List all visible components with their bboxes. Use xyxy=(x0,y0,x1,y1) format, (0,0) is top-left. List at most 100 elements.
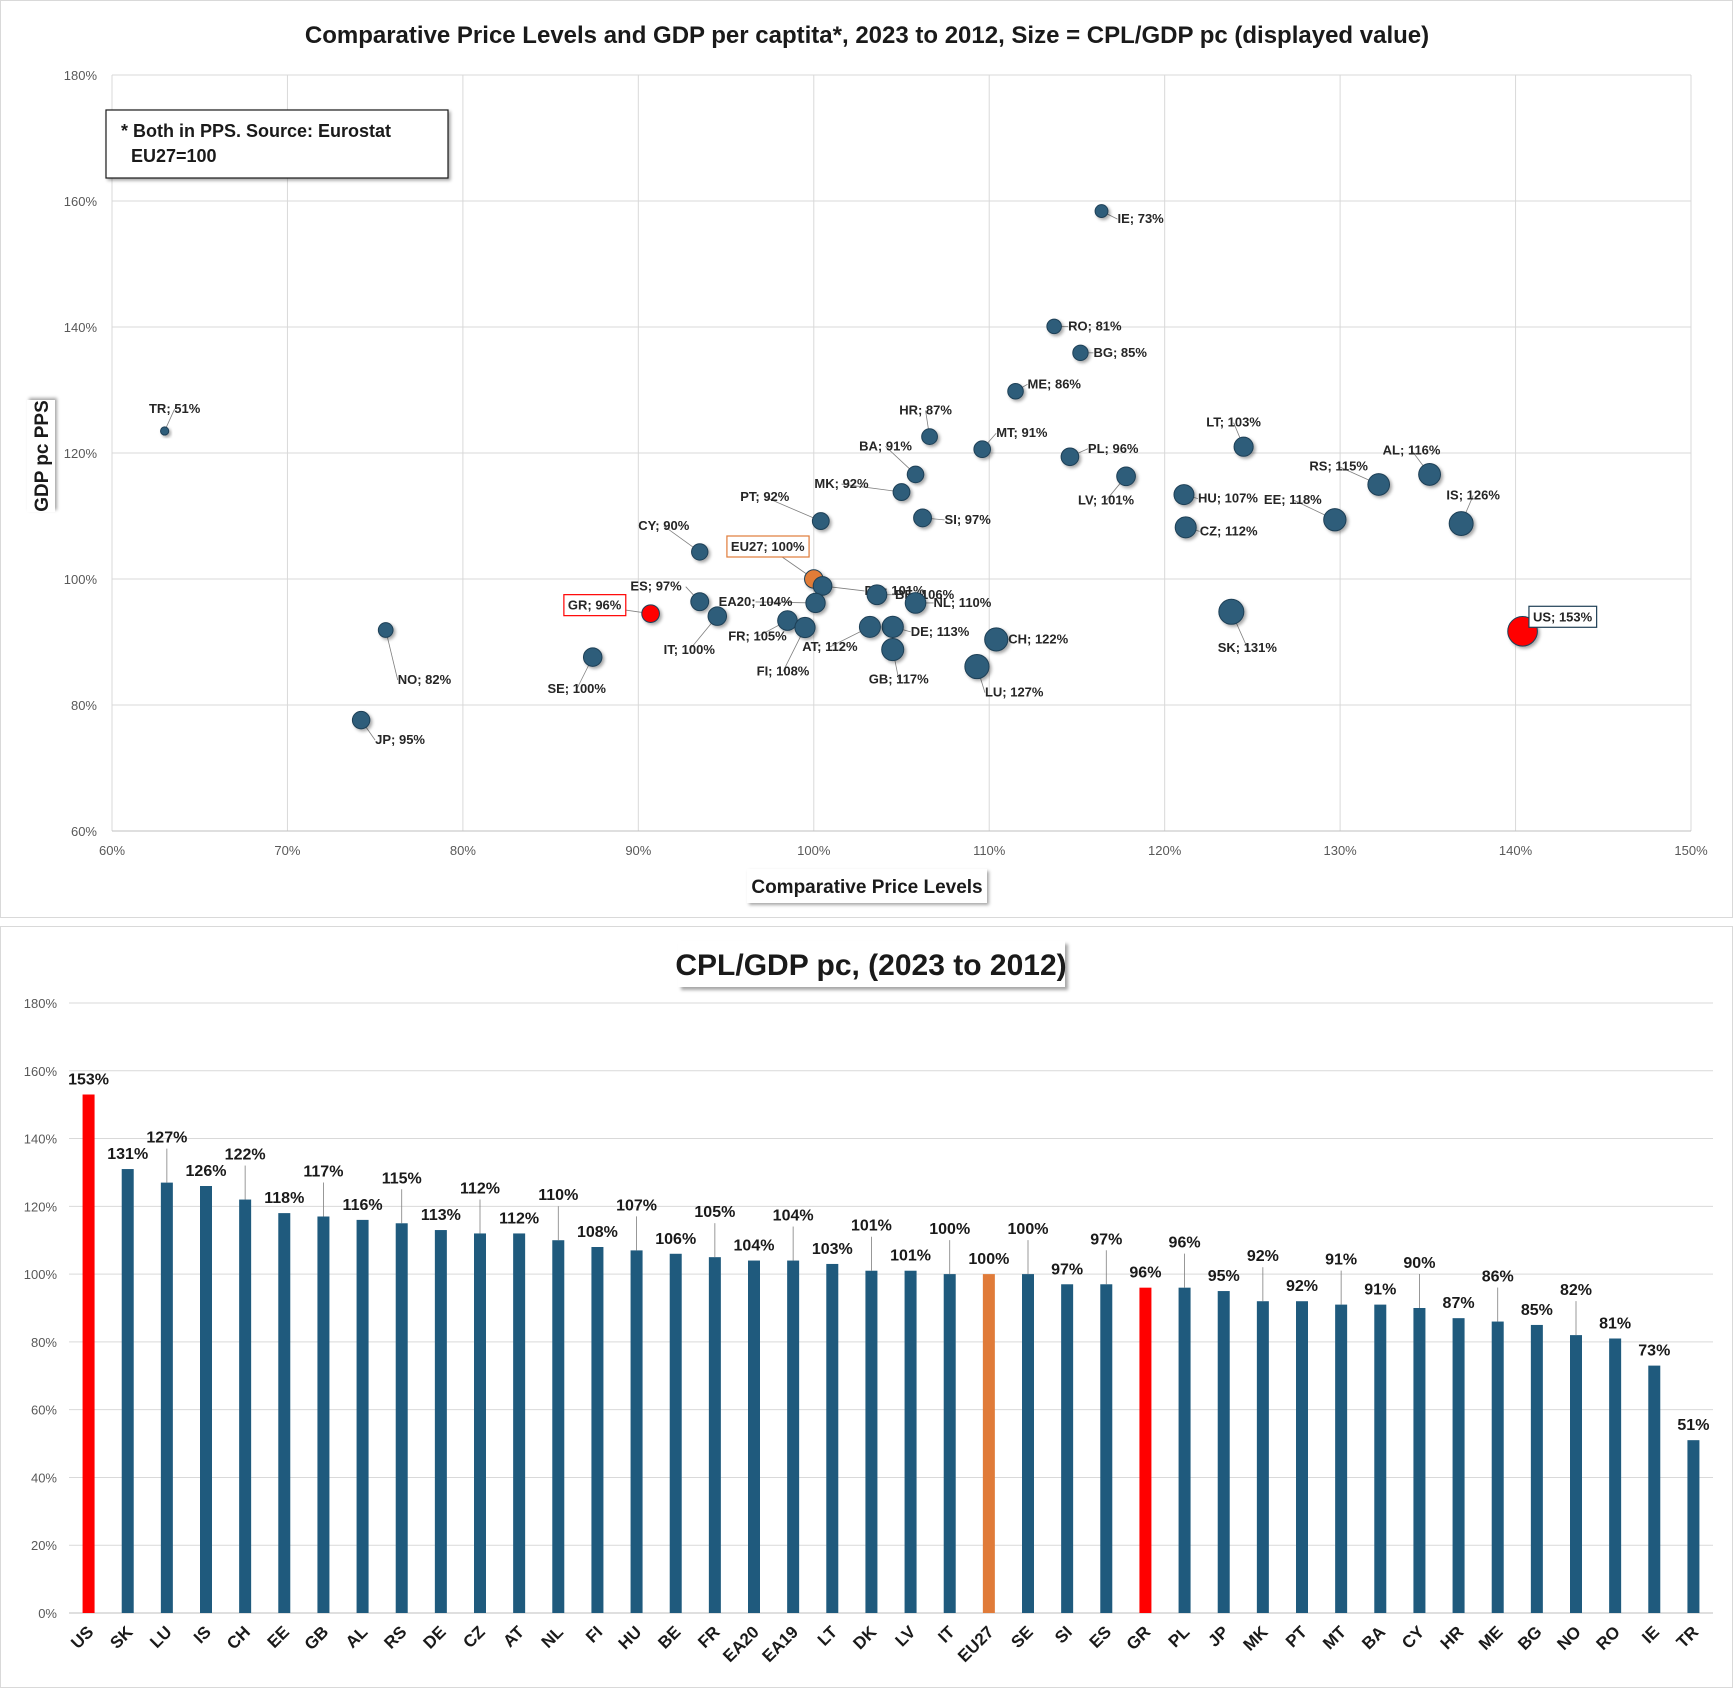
point-is xyxy=(1448,511,1474,537)
bar-value-label-se: 100% xyxy=(1008,1221,1049,1238)
bar-cz xyxy=(474,1233,486,1613)
bar-value-label-no: 82% xyxy=(1560,1282,1592,1299)
point-mk xyxy=(892,483,911,501)
bar-value-label-mk: 92% xyxy=(1247,1248,1279,1265)
point-ea20 xyxy=(805,592,826,614)
category-label-cz: CZ xyxy=(459,1622,488,1651)
point-label-fr: FR; 105% xyxy=(728,629,787,644)
bar-y-tick-label: 40% xyxy=(31,1470,57,1485)
x-tick-label: 120% xyxy=(1148,843,1182,858)
point-label-no: NO; 82% xyxy=(398,672,452,687)
bar-value-label-mt: 91% xyxy=(1325,1252,1357,1269)
bar-ea20 xyxy=(748,1260,760,1613)
bar-y-tick-label: 140% xyxy=(24,1132,58,1147)
category-label-mk: MK xyxy=(1240,1622,1273,1655)
bar-mt xyxy=(1335,1304,1348,1613)
point-label-jp: JP; 95% xyxy=(375,732,425,747)
source-note-line-1: * Both in PPS. Source: Eurostat xyxy=(121,121,391,141)
category-label-ba: BA xyxy=(1358,1622,1389,1653)
bar-nl xyxy=(552,1240,565,1613)
bar-value-label-ie: 73% xyxy=(1638,1343,1670,1360)
bar-value-label-be: 106% xyxy=(655,1231,696,1248)
point-label-lt: LT; 103% xyxy=(1206,415,1261,430)
point-label-es: ES; 97% xyxy=(630,579,682,594)
y-tick-label: 160% xyxy=(64,194,98,209)
y-tick-label: 80% xyxy=(71,698,97,713)
point-rs xyxy=(1367,473,1391,496)
point-label-box-eu27 xyxy=(726,535,810,558)
x-tick-label: 130% xyxy=(1323,843,1357,858)
bar-hr xyxy=(1452,1318,1465,1613)
bar-ch xyxy=(239,1199,252,1613)
bar-se xyxy=(1022,1274,1034,1613)
bar-fi xyxy=(591,1247,604,1613)
bar-lu xyxy=(160,1182,173,1613)
bar-value-label-eu27: 100% xyxy=(968,1251,1009,1268)
y-tick-label: 100% xyxy=(64,572,98,587)
bar-value-label-ea20: 104% xyxy=(734,1238,775,1255)
point-label-at: AT; 112% xyxy=(802,639,858,654)
point-label-nl: NL; 110% xyxy=(934,595,992,610)
point-lt xyxy=(1233,436,1254,457)
point-ro xyxy=(1046,318,1062,335)
y-tick-label: 140% xyxy=(64,320,98,335)
point-label-box-gr xyxy=(563,594,627,617)
y-tick-label: 120% xyxy=(64,446,98,461)
category-label-lt: LT xyxy=(814,1622,842,1650)
point-hu xyxy=(1173,484,1195,506)
point-es xyxy=(690,592,710,612)
bar-sk xyxy=(121,1169,134,1613)
point-at xyxy=(858,615,881,638)
source-note-line-2: EU27=100 xyxy=(131,146,217,166)
bar-value-label-hr: 87% xyxy=(1443,1295,1475,1312)
category-label-bg: BG xyxy=(1514,1622,1545,1653)
point-label-lu: LU; 127% xyxy=(985,685,1044,700)
y-axis-title-box xyxy=(27,400,55,512)
bar-lt xyxy=(826,1263,839,1613)
bars: 153% 131%127% 126%122% 118% 117%116% 115% 113%… xyxy=(68,1072,1709,1613)
point-tr xyxy=(160,426,170,436)
point-label-hu: HU; 107% xyxy=(1198,491,1258,506)
bar-cy xyxy=(1413,1308,1426,1613)
bar-ba xyxy=(1374,1304,1387,1613)
point-label-ba: BA; 91% xyxy=(859,438,912,453)
bar-jp xyxy=(1217,1291,1230,1613)
bar-y-tick-label: 60% xyxy=(31,1403,57,1418)
bar-us xyxy=(82,1094,95,1613)
category-label-ch: CH xyxy=(223,1622,254,1653)
point-label-ie: IE; 73% xyxy=(1118,211,1165,226)
bar-value-label-es: 97% xyxy=(1090,1231,1122,1248)
category-label-eu27: EU27 xyxy=(954,1622,998,1666)
point-pt xyxy=(811,512,830,530)
bar-value-label-at: 112% xyxy=(499,1210,539,1227)
point-ba xyxy=(906,465,925,484)
bar-al xyxy=(356,1219,369,1613)
x-axis-title: Comparative Price Levels xyxy=(751,877,982,898)
bar-si xyxy=(1061,1284,1074,1613)
point-bg xyxy=(1072,344,1089,362)
x-axis-title-box xyxy=(747,869,987,903)
bar-value-label-it: 100% xyxy=(929,1221,970,1238)
category-label-at: AT xyxy=(499,1622,528,1651)
bar-value-label-pl: 96% xyxy=(1169,1235,1201,1252)
scatter-chart-panel: Comparative Price Levels and GDP per cap… xyxy=(0,0,1733,918)
point-hr xyxy=(921,428,938,446)
bar-value-label-ea19: 104% xyxy=(773,1208,814,1225)
point-cz xyxy=(1174,516,1197,539)
point-si xyxy=(913,508,932,528)
category-label-hr: HR xyxy=(1437,1622,1468,1653)
point-label-sk: SK; 131% xyxy=(1218,640,1278,655)
bar-value-label-bg: 85% xyxy=(1521,1302,1553,1319)
category-label-fr: FR xyxy=(694,1622,723,1651)
bar-fr xyxy=(708,1257,721,1613)
point-label-bg: BG; 85% xyxy=(1093,345,1147,360)
point-label-me: ME; 86% xyxy=(1028,376,1082,391)
bar-value-label-nl: 110% xyxy=(538,1187,578,1204)
point-label-eu27: EU27; 100% xyxy=(731,539,805,554)
category-label-gb: GB xyxy=(301,1622,332,1653)
category-label-me: ME xyxy=(1475,1622,1506,1653)
bar-value-label-dk: 101% xyxy=(851,1218,892,1235)
x-tick-label: 80% xyxy=(450,843,476,858)
category-label-is: IS xyxy=(190,1622,215,1647)
point-label-mk: MK; 92% xyxy=(814,476,869,491)
